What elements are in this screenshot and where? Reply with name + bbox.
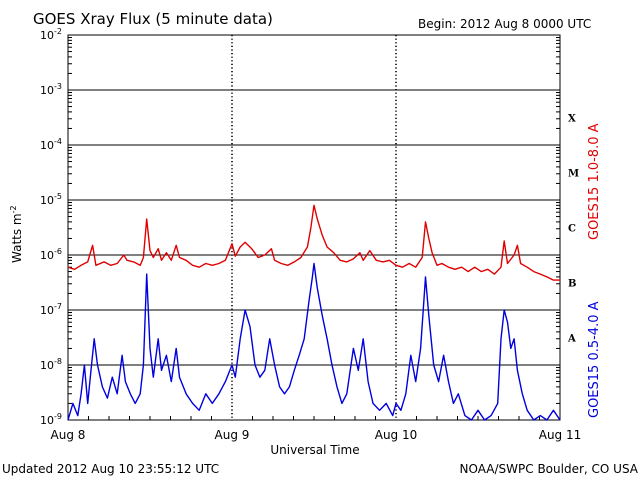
y-tick-label: 10-6 [40, 247, 62, 262]
flare-class-a: A [567, 334, 576, 345]
y-tick-exponent: -8 [54, 357, 62, 366]
chart-title: GOES Xray Flux (5 minute data) [33, 10, 273, 28]
x-tick-label-0: Aug 8 [51, 428, 86, 442]
y-tick-exponent: -9 [54, 412, 62, 421]
y-tick-base: 10 [40, 304, 54, 317]
flare-class-c: C [568, 224, 576, 235]
x-tick-label-1: Aug 9 [215, 428, 250, 442]
y-tick-label: 10-8 [40, 357, 62, 372]
y-axis-label-exponent: -2 [9, 205, 18, 213]
x-axis-ticks: Aug 8 Aug 9 Aug 10 Aug 11 [51, 416, 582, 442]
x-axis-label: Universal Time [270, 443, 359, 457]
flare-class-labels: A B C M X [567, 114, 579, 345]
y-tick-base: 10 [40, 249, 54, 262]
updated-time: Updated 2012 Aug 10 23:55:12 UTC [2, 462, 219, 476]
y-tick-exponent: -7 [54, 302, 62, 311]
y-axis-label-text: Watts m [10, 213, 24, 263]
y-tick-label: 10-2 [40, 27, 62, 42]
y-tick-base: 10 [40, 29, 54, 42]
series-line-1 [67, 262, 561, 421]
flare-class-b: B [568, 279, 576, 290]
series-line-0 [67, 204, 560, 281]
x-tick-label-3: Aug 11 [539, 428, 582, 442]
y-tick-label: 10-7 [40, 302, 62, 317]
flare-class-x: X [568, 114, 576, 125]
flare-class-m: M [568, 169, 579, 180]
data-source: NOAA/SWPC Boulder, CO USA [460, 462, 639, 476]
plot-frame [67, 34, 561, 421]
grid-lines [68, 35, 560, 420]
y-tick-exponent: -3 [54, 82, 62, 91]
y-tick-base: 10 [40, 84, 54, 97]
y-tick-exponent: -5 [54, 192, 62, 201]
y-tick-base: 10 [40, 194, 54, 207]
begin-time: Begin: 2012 Aug 8 0000 UTC [418, 17, 591, 31]
y-axis-ticks: 10-910-810-710-610-510-410-310-2 [40, 27, 560, 427]
y-tick-exponent: -2 [54, 27, 62, 36]
y-tick-base: 10 [40, 359, 54, 372]
y-tick-base: 10 [40, 139, 54, 152]
legend-series-short: GOES15 0.5-4.0 A [587, 301, 602, 418]
legend-series-long: GOES15 1.0-8.0 A [587, 123, 602, 240]
y-axis-label: Watts m-2 [9, 205, 24, 263]
y-tick-label: 10-3 [40, 82, 62, 97]
y-tick-label: 10-9 [40, 412, 62, 427]
x-tick-label-2: Aug 10 [375, 428, 418, 442]
y-tick-exponent: -4 [54, 137, 62, 146]
y-tick-label: 10-4 [40, 137, 62, 152]
y-tick-label: 10-5 [40, 192, 62, 207]
y-tick-base: 10 [40, 414, 54, 427]
y-tick-exponent: -6 [54, 247, 62, 256]
flux-series [67, 204, 561, 421]
